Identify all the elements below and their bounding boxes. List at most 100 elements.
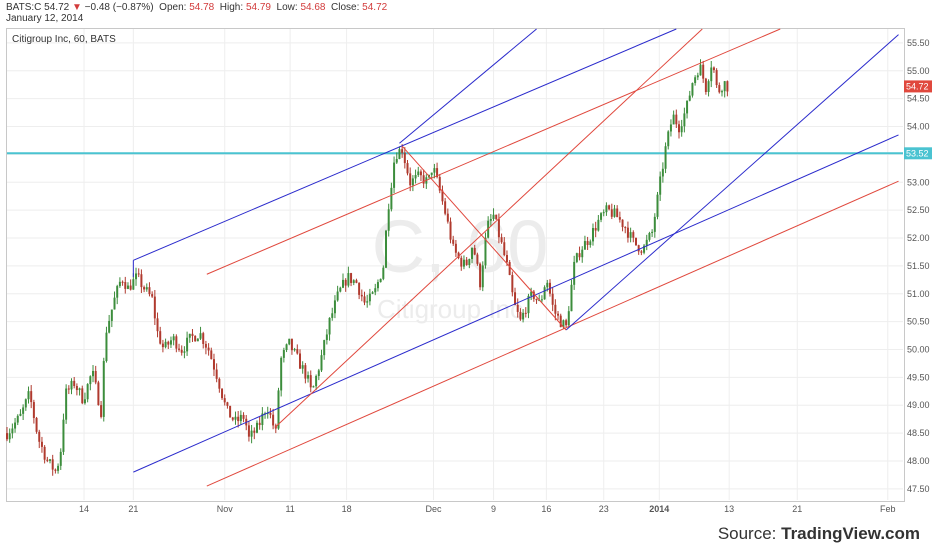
- candle-body: [583, 241, 586, 250]
- candle-body: [715, 70, 718, 86]
- y-tick-label: 52.50: [907, 205, 930, 215]
- candle-body: [347, 273, 350, 286]
- candle-body: [371, 292, 374, 294]
- candle-body: [204, 343, 207, 348]
- candle-body: [350, 273, 353, 283]
- candle-body: [433, 168, 436, 173]
- candle-body: [153, 296, 156, 319]
- y-tick-label: 48.50: [907, 428, 930, 438]
- y-tick-label: 48.00: [907, 456, 930, 466]
- candle-body: [457, 252, 460, 258]
- candle-body: [49, 459, 52, 461]
- candle-body: [624, 227, 627, 229]
- candle-body: [8, 433, 11, 440]
- source-prefix: Source:: [717, 524, 782, 543]
- chart-frame[interactable]: [6, 28, 905, 502]
- candle-body: [387, 209, 390, 231]
- candle-body: [454, 243, 457, 253]
- candle-body: [196, 338, 199, 342]
- y-tick-label: 51.00: [907, 289, 930, 299]
- candle-body: [390, 187, 393, 210]
- source-brand[interactable]: TradingView.com: [781, 524, 920, 543]
- candle-body: [422, 175, 425, 184]
- candle-body: [471, 247, 474, 259]
- candle-body: [530, 291, 533, 296]
- candle-body: [288, 338, 291, 345]
- candle-body: [489, 218, 492, 221]
- candle-body: [589, 241, 592, 245]
- candle-body: [565, 320, 568, 326]
- candle-body: [57, 465, 60, 471]
- candle-body: [309, 375, 312, 388]
- candle-body: [19, 413, 22, 416]
- candle-body: [215, 369, 218, 379]
- chart-title: Citigroup Inc, 60, BATS: [12, 34, 116, 45]
- low-value: 54.68: [300, 2, 326, 13]
- candle-body: [212, 359, 215, 370]
- candle-body: [600, 213, 603, 220]
- candle-body: [688, 95, 691, 101]
- candle-body: [108, 320, 111, 333]
- x-tick-label: 21: [128, 504, 138, 514]
- watermark-name: Citigroup Inc: [377, 294, 523, 324]
- y-tick-label: 49.50: [907, 372, 930, 382]
- x-tick-label: 16: [541, 504, 551, 514]
- candle-body: [632, 232, 635, 238]
- candle-body: [172, 336, 175, 341]
- price-tag: [904, 147, 932, 160]
- candle-body: [675, 114, 678, 125]
- candle-body: [202, 333, 205, 344]
- trend-line-blue: [133, 28, 677, 261]
- trend-line-blue: [565, 34, 899, 331]
- candle-body: [70, 380, 73, 390]
- candle-body: [24, 399, 27, 408]
- candle-body: [239, 414, 242, 422]
- candle-body: [145, 287, 148, 290]
- candle-body: [661, 168, 664, 177]
- x-tick-label: 14: [79, 504, 89, 514]
- candle-body: [629, 232, 632, 238]
- candle-body: [151, 294, 154, 297]
- candle-body: [320, 355, 323, 371]
- candle-body: [22, 407, 25, 414]
- candle-body: [282, 350, 285, 358]
- x-tick-label: 11: [285, 504, 294, 514]
- candle-body: [696, 75, 699, 78]
- candle-body: [331, 313, 334, 318]
- candle-body: [180, 349, 183, 353]
- candle-body: [683, 113, 686, 127]
- candle-body: [522, 312, 525, 320]
- candle-body: [333, 300, 336, 314]
- candle-body: [653, 216, 656, 232]
- candle-body: [102, 361, 105, 417]
- x-tick-label: 18: [342, 504, 352, 514]
- x-tick-label: 2014: [649, 504, 669, 514]
- price-axis: 47.50 48.00 48.50 49.00 49.50 50.00 50.50 51.00…: [907, 38, 930, 494]
- candle-body: [360, 294, 363, 297]
- symbol-name[interactable]: BATS:C: [6, 2, 42, 13]
- candle-body: [46, 459, 49, 461]
- candle-body: [419, 171, 422, 176]
- candle-body: [355, 280, 358, 283]
- candle-body: [169, 340, 172, 345]
- candle-body: [481, 265, 484, 288]
- candle-body: [710, 67, 713, 82]
- candle-body: [524, 312, 527, 314]
- candle-body: [352, 280, 355, 283]
- candle-body: [32, 402, 35, 418]
- candle-body: [417, 171, 420, 176]
- candle-body: [132, 279, 135, 290]
- candle-body: [680, 126, 683, 133]
- y-tick-label: 51.50: [907, 261, 930, 271]
- candle-body: [280, 357, 283, 391]
- candle-body: [237, 416, 240, 422]
- trend-line-blue: [133, 134, 899, 473]
- candle-body: [473, 247, 476, 255]
- trend-line-red: [206, 28, 781, 275]
- candle-body: [100, 405, 103, 417]
- candle-body: [468, 258, 471, 265]
- high-label: High:: [219, 2, 244, 13]
- candle-body: [78, 388, 81, 391]
- candle-body: [401, 149, 404, 153]
